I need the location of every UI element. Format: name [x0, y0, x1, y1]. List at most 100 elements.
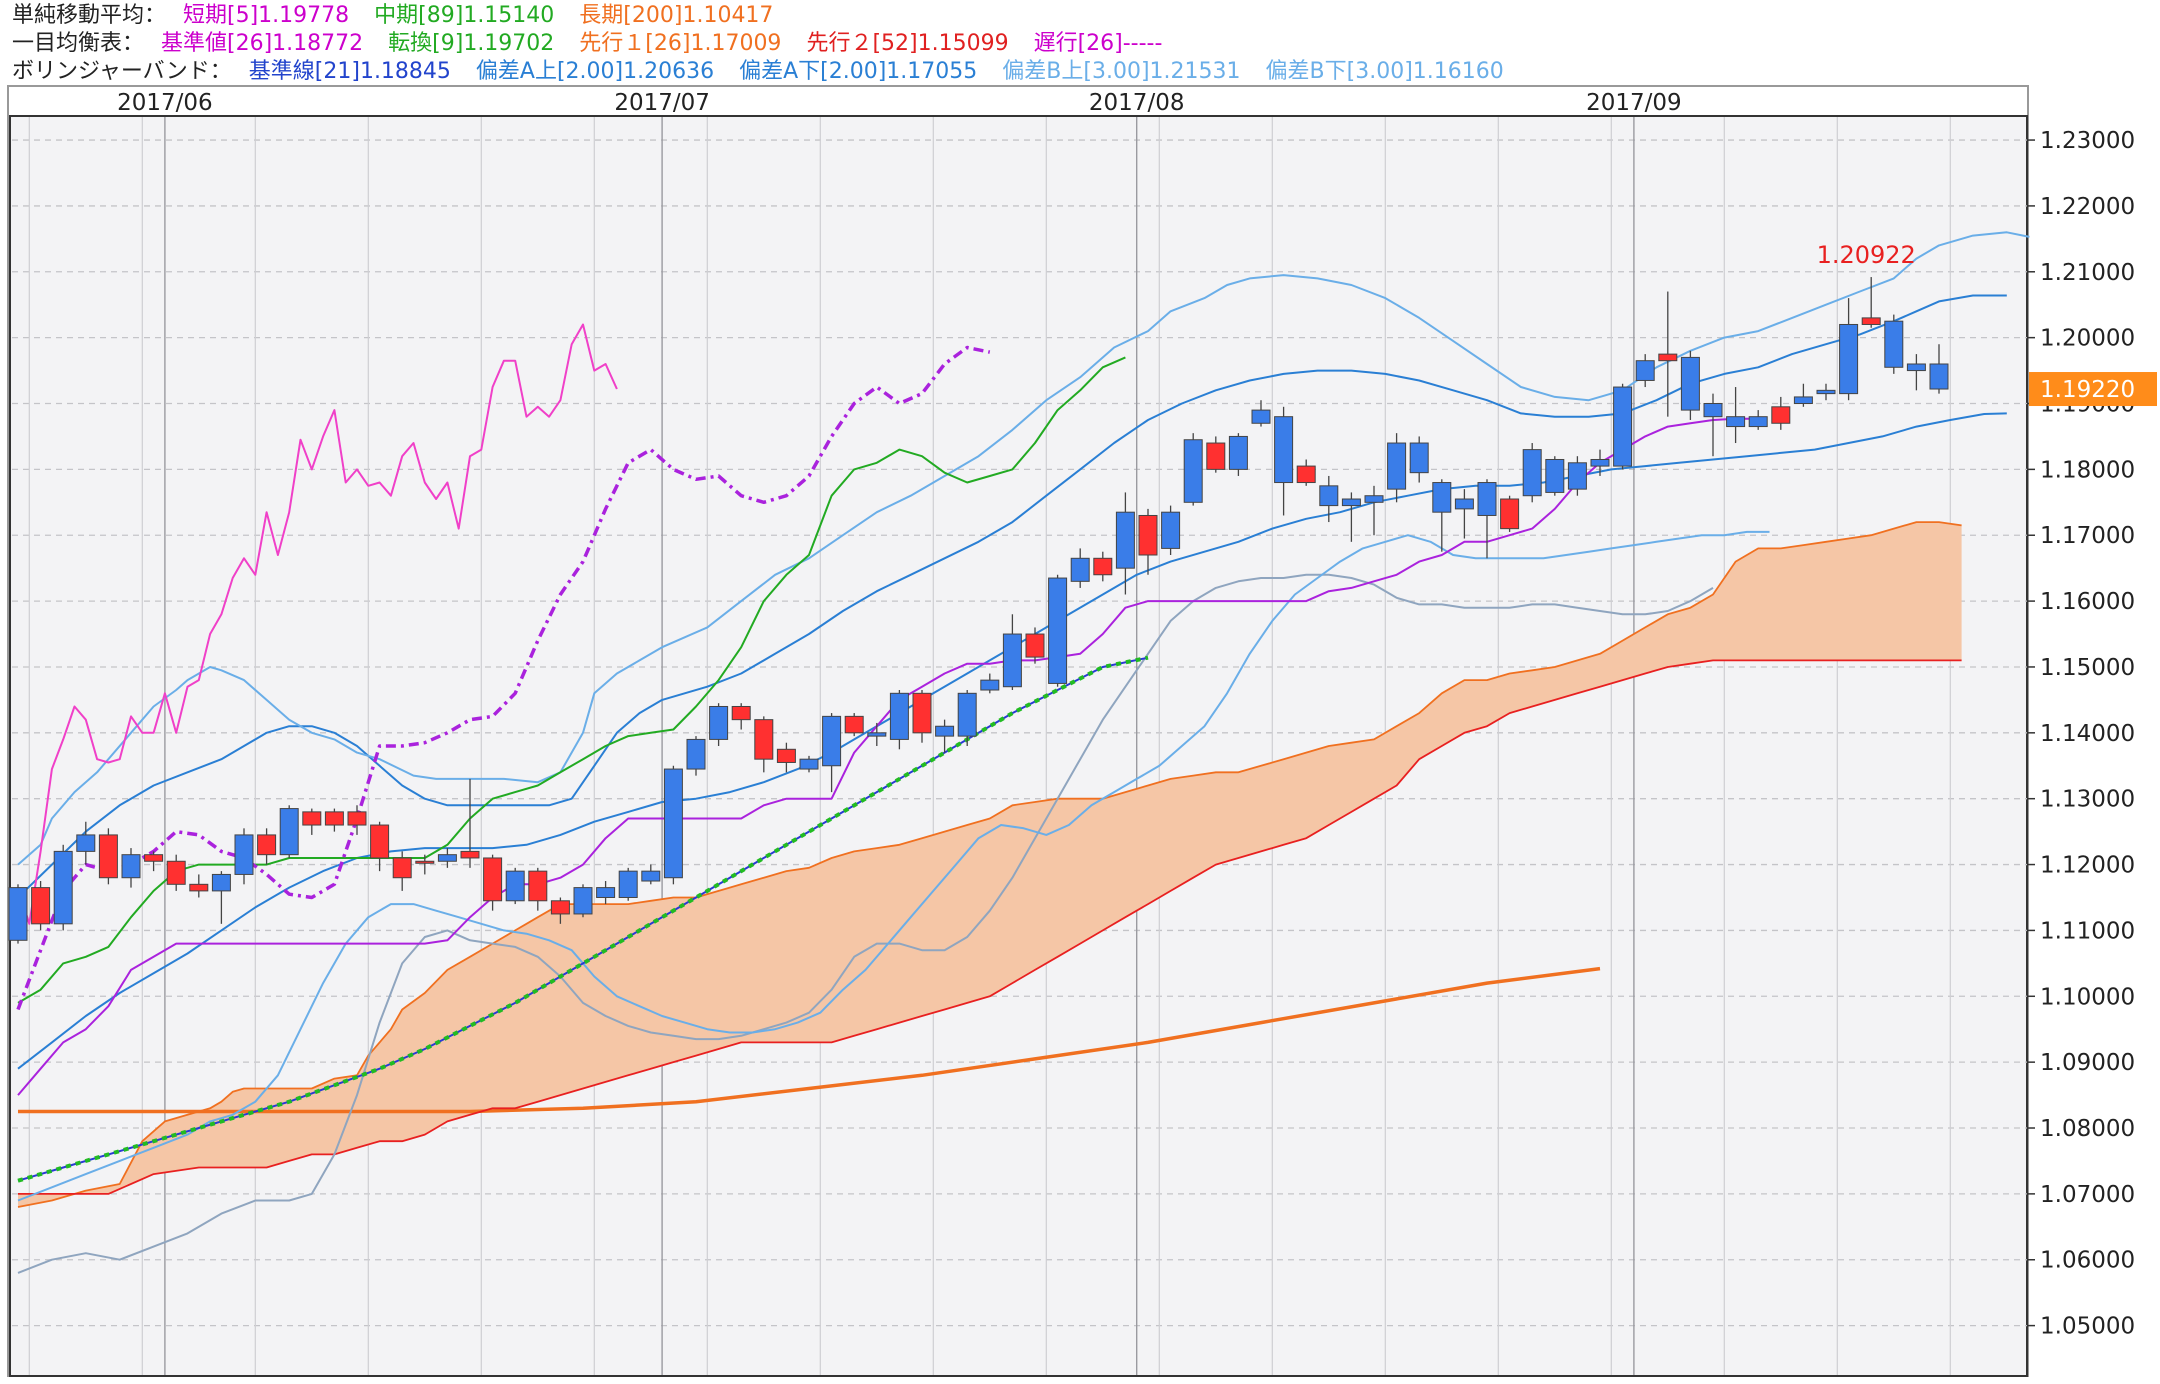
candle-body — [1545, 458, 1565, 493]
y-tick-label: 1.13000 — [2040, 787, 2135, 813]
candle-body — [1319, 485, 1339, 507]
candle-body — [1387, 442, 1407, 490]
candle-body — [1477, 482, 1497, 516]
legend-bb-a-upper: 偏差A上[2.00]1.20636 — [475, 59, 715, 84]
legend-ichimoku-label: 一目均衡表： — [12, 31, 145, 56]
candle-body — [1364, 495, 1384, 503]
y-tick-label: 1.06000 — [2040, 1248, 2135, 1274]
y-tick-label: 1.12000 — [2040, 853, 2135, 879]
candle-body — [573, 887, 593, 915]
candle-body — [302, 811, 322, 826]
candle-body — [98, 834, 118, 879]
legend-bb-a-lower: 偏差A下[2.00]1.17055 — [739, 59, 978, 84]
candle-body — [505, 870, 525, 902]
candle-body — [1771, 406, 1791, 424]
senkou-b-line — [18, 659, 1962, 1195]
high-price-annotation: 1.20922 — [1817, 241, 1916, 269]
candle-body — [392, 857, 412, 879]
candle-body — [731, 705, 751, 721]
candle-body — [234, 834, 254, 875]
legend-sma-mid: 中期[89]1.15140 — [374, 3, 555, 28]
candle-body — [663, 768, 683, 879]
candle-body — [324, 811, 344, 826]
candle-body — [1002, 633, 1022, 688]
candle-body — [1070, 557, 1090, 582]
legend-ichimoku-senkou-a: 先行１[26]1.17009 — [579, 31, 782, 56]
y-tick-label: 1.14000 — [2040, 721, 2135, 747]
candle-body — [1500, 498, 1520, 530]
candle-body — [1839, 323, 1859, 395]
candle-body — [1432, 482, 1452, 513]
y-tick-label: 1.15000 — [2040, 655, 2135, 681]
candle-body — [1251, 409, 1271, 424]
candle-body — [912, 692, 932, 734]
candle-body — [211, 873, 231, 892]
month-label: 2017/09 — [1586, 90, 1682, 116]
legend-sma-short: 短期[5]1.19778 — [183, 3, 350, 28]
indicator-lines — [16, 231, 2030, 1274]
legend-sma-label: 単純移動平均： — [12, 3, 167, 28]
senkou-a-line — [17, 521, 1962, 1208]
candle-body — [166, 860, 186, 885]
candle-body — [1409, 442, 1429, 474]
candle-body — [1703, 403, 1723, 418]
candle-body — [1726, 416, 1746, 428]
candle-body — [1658, 353, 1678, 362]
candle-body — [754, 719, 774, 760]
candle-body — [1816, 389, 1836, 395]
candle-body — [528, 870, 548, 902]
candle-body — [31, 887, 51, 925]
candle-body — [844, 715, 864, 734]
ichimoku-cloud — [18, 522, 1962, 1207]
y-tick-label: 1.20000 — [2040, 326, 2135, 352]
candle-body — [1522, 449, 1542, 497]
candles — [8, 277, 1949, 944]
candle-body — [1183, 439, 1203, 503]
candle-body — [1793, 396, 1813, 405]
candle-body — [1093, 557, 1113, 576]
month-labels: 2017/06 2017/07 2017/08 2017/09 — [117, 90, 1682, 116]
candle-body — [1590, 458, 1610, 467]
candle-body — [1296, 465, 1316, 484]
kijun-line — [17, 417, 1759, 1096]
legend-bb-mid: 基準線[21]1.18845 — [248, 59, 451, 84]
candle-body — [460, 850, 480, 859]
candle-body — [641, 870, 661, 882]
candle-body — [1748, 416, 1768, 428]
candle-body — [957, 692, 977, 737]
candle-body — [1048, 577, 1068, 684]
y-tick-label: 1.10000 — [2040, 984, 2135, 1010]
y-tick-label: 1.16000 — [2040, 589, 2135, 615]
candle-body — [1861, 317, 1881, 325]
month-label: 2017/08 — [1089, 90, 1185, 116]
candle-body — [415, 860, 435, 864]
annotations: 1.19220 1.20922 — [1817, 241, 2157, 407]
candle-body — [1906, 363, 1926, 372]
candle-body — [144, 854, 164, 862]
candle-body — [867, 732, 887, 737]
candle-body — [980, 679, 1000, 691]
current-price-label: 1.19220 — [2040, 377, 2135, 403]
bb-b-lower-line — [17, 573, 1714, 1274]
candle-body — [76, 834, 96, 852]
legend-bb-b-lower: 偏差B下[3.00]1.16160 — [1265, 59, 1504, 84]
legend-ichimoku-kijun: 基準値[26]1.18772 — [161, 31, 364, 56]
candle-body — [189, 883, 209, 892]
candle-body — [370, 824, 390, 859]
month-label: 2017/06 — [117, 90, 213, 116]
legend-bollinger: ボリンジャーバンド： 基準線[21]1.18845 偏差A上[2.00]1.20… — [12, 58, 1522, 86]
candle-body — [257, 834, 277, 856]
candle-body — [8, 887, 28, 941]
legend-ichimoku-chikou: 遅行[26]----- — [1033, 31, 1163, 56]
candle-body — [1929, 363, 1949, 390]
candle-body — [1228, 435, 1248, 470]
legend-sma: 単純移動平均： 短期[5]1.19778 中期[89]1.15140 長期[20… — [12, 2, 791, 30]
y-tick-label: 1.09000 — [2040, 1050, 2135, 1076]
candle-body — [121, 854, 141, 879]
candle-body — [1613, 386, 1633, 467]
chikou-line — [17, 323, 618, 925]
y-tick-label: 1.22000 — [2040, 194, 2135, 220]
candle-body — [776, 748, 796, 763]
y-tick-label: 1.07000 — [2040, 1182, 2135, 1208]
candle-body — [709, 705, 729, 740]
